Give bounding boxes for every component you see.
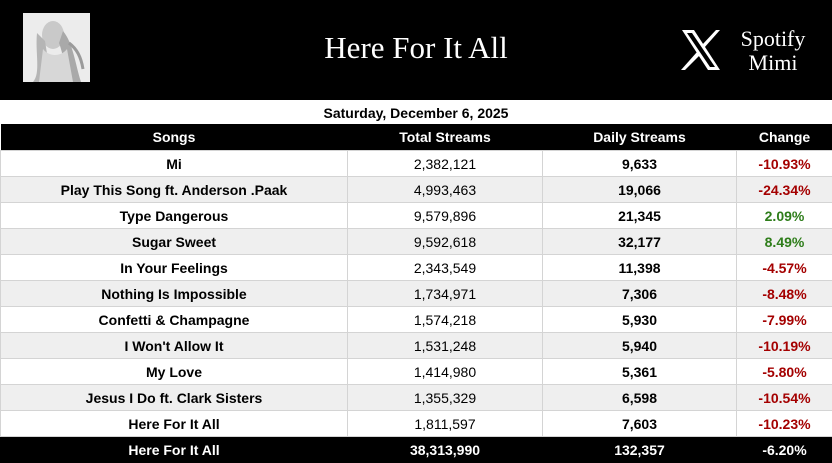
table-row: Here For It All 1,811,597 7,603 -10.23% [1,411,832,437]
brand-block: Spotify Mimi [680,28,820,78]
table-row: Play This Song ft. Anderson .Paak 4,993,… [1,177,832,203]
total-streams: 1,734,971 [348,281,543,307]
change-percent: 8.49% [737,229,832,255]
table-row: Type Dangerous 9,579,896 21,345 2.09% [1,203,832,229]
total-streams: 1,414,980 [348,359,543,385]
daily-streams: 9,633 [543,151,737,177]
change-percent: -5.80% [737,359,832,385]
daily-streams: 6,598 [543,385,737,411]
column-header-songs: Songs [1,124,348,151]
table-header-row: Songs Total Streams Daily Streams Change [1,124,832,151]
song-title: Type Dangerous [1,203,348,229]
change-percent: -24.34% [737,177,832,203]
song-title: Jesus I Do ft. Clark Sisters [1,385,348,411]
total-streams: 1,811,597 [348,411,543,437]
streams-table: Songs Total Streams Daily Streams Change… [0,124,832,463]
change-percent: -10.54% [737,385,832,411]
total-streams: 1,531,248 [348,333,543,359]
table-row: My Love 1,414,980 5,361 -5.80% [1,359,832,385]
total-streams: 1,355,329 [348,385,543,411]
brand-name-line2: Mimi [728,52,818,74]
daily-streams: 19,066 [543,177,737,203]
total-row-change: -6.20% [737,437,832,463]
table-row: Sugar Sweet 9,592,618 32,177 8.49% [1,229,832,255]
song-title: My Love [1,359,348,385]
daily-streams: 32,177 [543,229,737,255]
header-banner: Here For It All Spotify Mimi [0,0,832,100]
chart-date: Saturday, December 6, 2025 [0,103,832,123]
table-row: Confetti & Champagne 1,574,218 5,930 -7.… [1,307,832,333]
table-row: Nothing Is Impossible 1,734,971 7,306 -8… [1,281,832,307]
total-streams: 9,592,618 [348,229,543,255]
x-logo-icon [680,28,722,72]
song-title: Play This Song ft. Anderson .Paak [1,177,348,203]
total-streams: 4,993,463 [348,177,543,203]
daily-streams: 11,398 [543,255,737,281]
song-title: Mi [1,151,348,177]
song-title: In Your Feelings [1,255,348,281]
change-percent: 2.09% [737,203,832,229]
daily-streams: 5,361 [543,359,737,385]
table-row: In Your Feelings 2,343,549 11,398 -4.57% [1,255,832,281]
total-streams: 9,579,896 [348,203,543,229]
song-title: Nothing Is Impossible [1,281,348,307]
table-row: I Won't Allow It 1,531,248 5,940 -10.19% [1,333,832,359]
daily-streams: 21,345 [543,203,737,229]
change-percent: -4.57% [737,255,832,281]
song-title: Sugar Sweet [1,229,348,255]
daily-streams: 5,940 [543,333,737,359]
daily-streams: 7,306 [543,281,737,307]
daily-streams: 7,603 [543,411,737,437]
total-streams: 2,382,121 [348,151,543,177]
change-percent: -10.93% [737,151,832,177]
total-streams: 1,574,218 [348,307,543,333]
total-row-label: Here For It All [1,437,348,463]
daily-streams: 5,930 [543,307,737,333]
column-header-change: Change [737,124,832,151]
change-percent: -7.99% [737,307,832,333]
change-percent: -10.23% [737,411,832,437]
song-title: Confetti & Champagne [1,307,348,333]
change-percent: -10.19% [737,333,832,359]
song-title: Here For It All [1,411,348,437]
change-percent: -8.48% [737,281,832,307]
song-title: I Won't Allow It [1,333,348,359]
total-streams: 2,343,549 [348,255,543,281]
table-row: Mi 2,382,121 9,633 -10.93% [1,151,832,177]
column-header-total-streams: Total Streams [348,124,543,151]
total-row-daily-streams: 132,357 [543,437,737,463]
table-row: Jesus I Do ft. Clark Sisters 1,355,329 6… [1,385,832,411]
table-total-row: Here For It All 38,313,990 132,357 -6.20… [1,437,832,463]
brand-name-line1: Spotify [728,28,818,50]
total-row-total-streams: 38,313,990 [348,437,543,463]
column-header-daily-streams: Daily Streams [543,124,737,151]
